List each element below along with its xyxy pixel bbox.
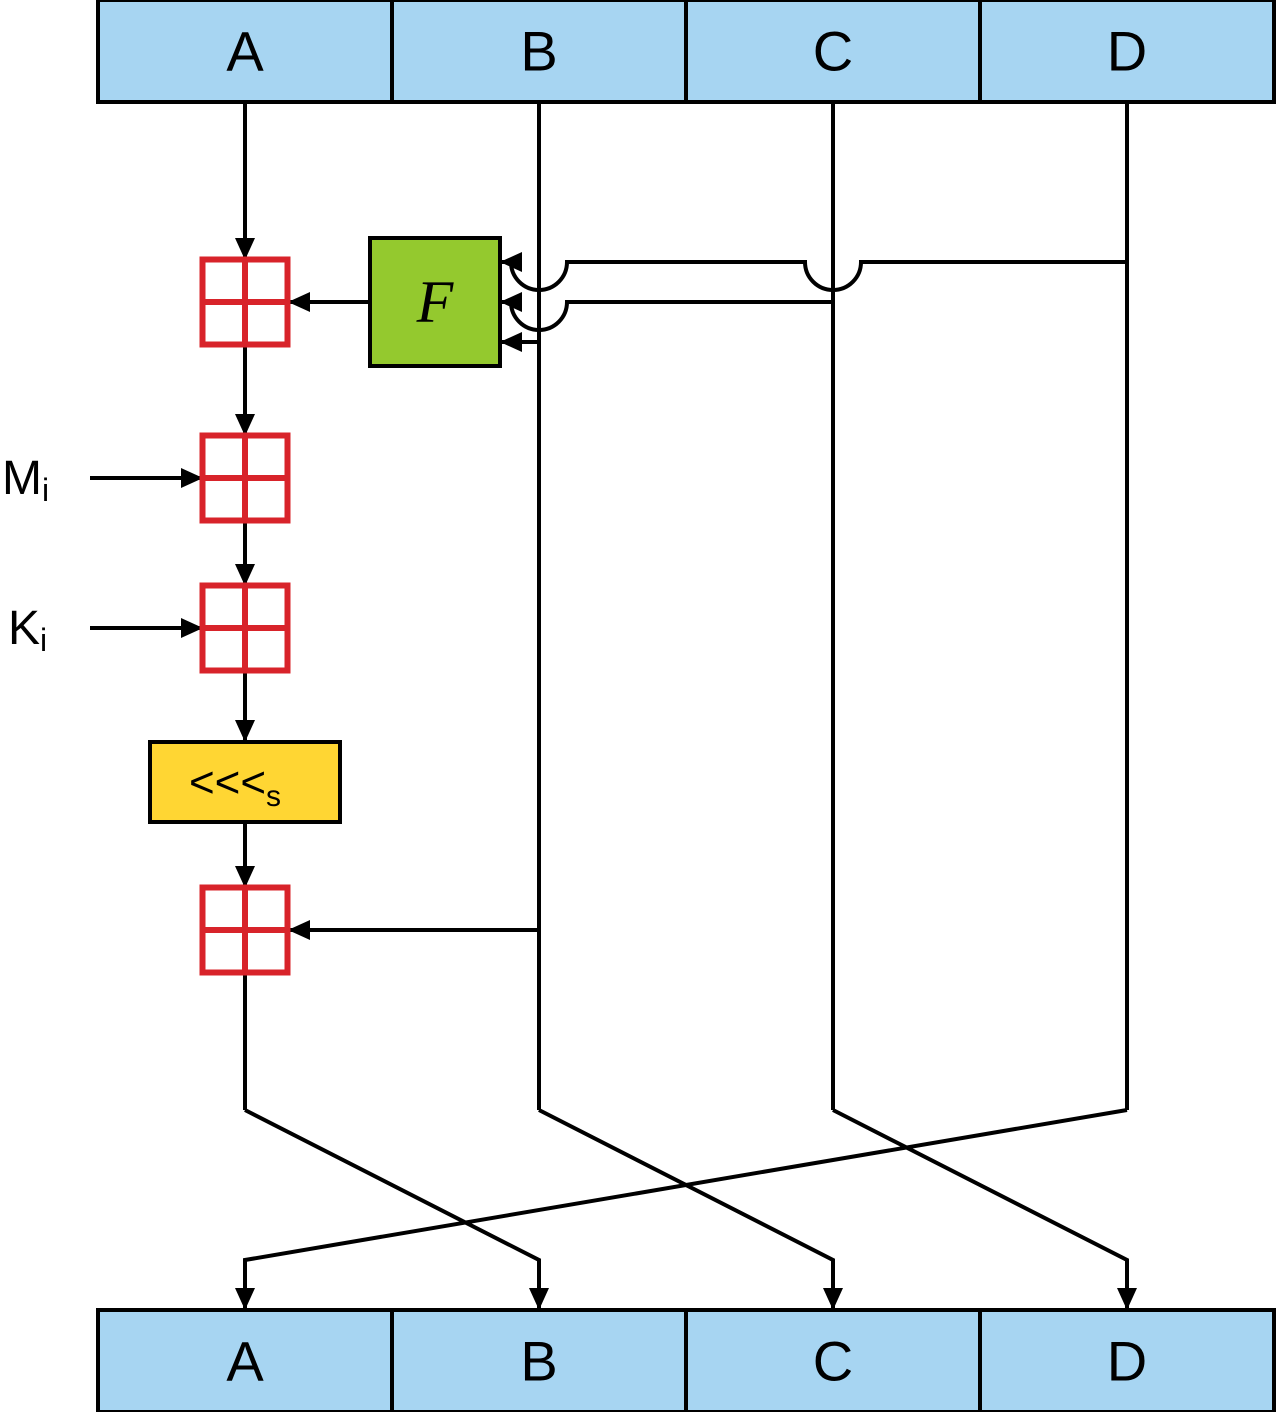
edge-cross-C-to-D xyxy=(833,1110,1127,1310)
top-register-label-A: A xyxy=(226,20,264,83)
bottom-register-label-A: A xyxy=(226,1330,264,1393)
xor1-xor-icon xyxy=(203,260,288,345)
input-label-Ki: Ki xyxy=(8,602,47,659)
bottom-register-label-B: B xyxy=(520,1330,557,1393)
edge-cross-B-to-C xyxy=(539,1110,833,1310)
top-register-label-B: B xyxy=(520,20,557,83)
top-register-label-C: C xyxy=(813,20,853,83)
edge-cross-Anew-to-B xyxy=(245,1110,539,1310)
input-label-Mi: Mi xyxy=(2,452,49,509)
edge-cross-D-to-A xyxy=(245,1110,1127,1310)
edge-D-to-F-top xyxy=(500,102,1127,290)
xor3-xor-icon xyxy=(203,586,288,671)
f-function-label: F xyxy=(416,269,455,335)
bottom-register-label-C: C xyxy=(813,1330,853,1393)
bottom-register-label-D: D xyxy=(1107,1330,1147,1393)
edge-C-to-F-mid xyxy=(500,102,833,330)
top-register-label-D: D xyxy=(1107,20,1147,83)
xor4-xor-icon xyxy=(203,888,288,973)
xor2-xor-icon xyxy=(203,436,288,521)
edge-B-down-to-xor4 xyxy=(288,342,539,930)
